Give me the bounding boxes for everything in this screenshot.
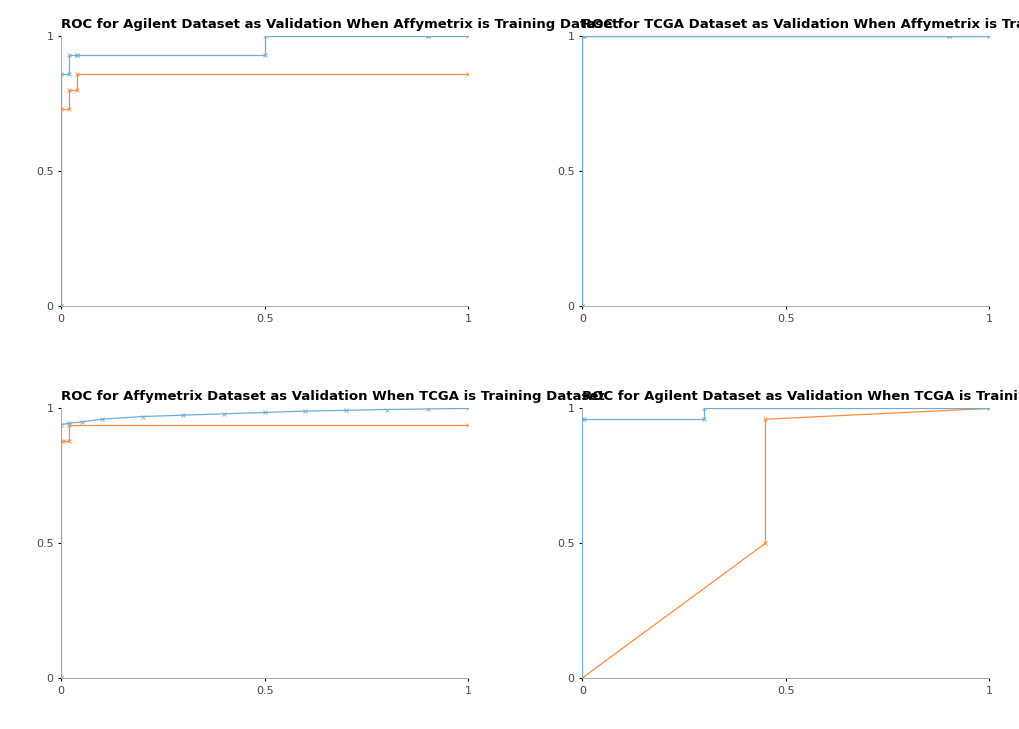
Text: ROC for TCGA Dataset as Validation When Affymetrix is Training Dataset: ROC for TCGA Dataset as Validation When … bbox=[582, 18, 1019, 31]
Text: ROC for Affymetrix Dataset as Validation When TCGA is Training Dataset: ROC for Affymetrix Dataset as Validation… bbox=[61, 390, 604, 403]
Text: ROC for Agilent Dataset as Validation When Affymetrix is Training Dataset: ROC for Agilent Dataset as Validation Wh… bbox=[61, 18, 618, 31]
Text: ROC for Agilent Dataset as Validation When TCGA is Training Dataset: ROC for Agilent Dataset as Validation Wh… bbox=[582, 390, 1019, 403]
